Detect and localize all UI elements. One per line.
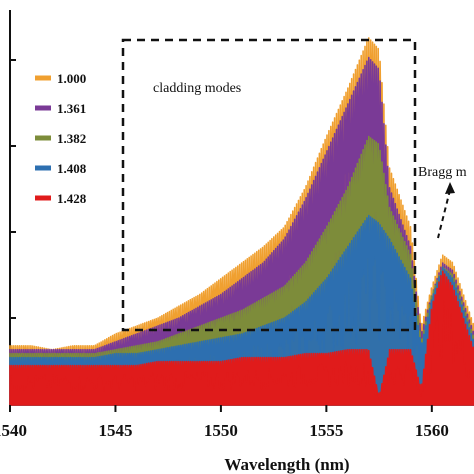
x-tick-label: 1550	[204, 421, 238, 440]
x-tick-label: 1540	[0, 421, 27, 440]
legend: 1.000 1.361 1.382 1.408 1.428	[35, 71, 87, 206]
cladding-modes-box	[121, 38, 417, 332]
y-ticks	[10, 59, 16, 319]
legend-label: 1.408	[57, 161, 87, 176]
x-ticks: 1540 1545 1550 1555 1560	[0, 405, 449, 440]
legend-label: 1.382	[57, 131, 86, 146]
x-tick-label: 1560	[415, 421, 449, 440]
legend-label: 1.428	[57, 191, 87, 206]
bragg-arrow-line	[437, 189, 451, 239]
x-tick-label: 1545	[98, 421, 132, 440]
x-tick-label: 1555	[309, 421, 343, 440]
x-axis-title: Wavelength (nm)	[224, 455, 349, 474]
series-1-428	[9, 270, 474, 406]
bragg-label: Bragg m	[418, 165, 467, 180]
bragg-arrow-head	[445, 182, 455, 194]
series-layer	[9, 37, 474, 406]
cladding-modes-label: cladding modes	[153, 81, 241, 96]
legend-label: 1.000	[57, 71, 86, 86]
legend-label: 1.361	[57, 101, 86, 116]
